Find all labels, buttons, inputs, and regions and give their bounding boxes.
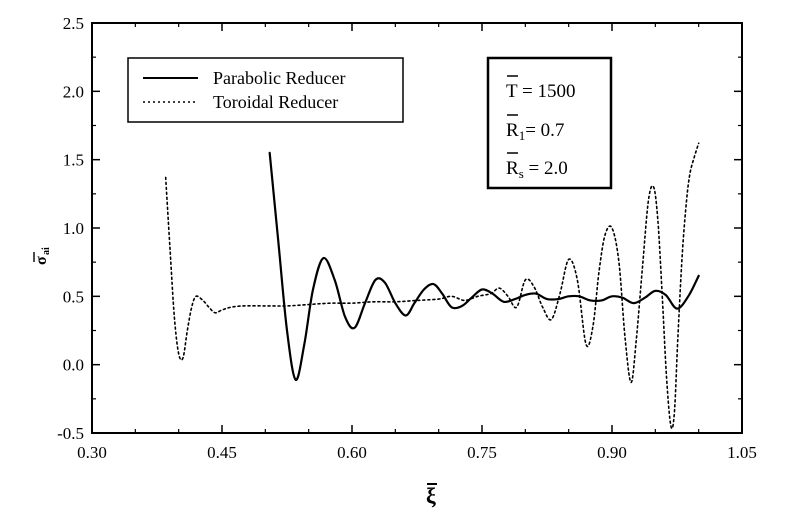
x-tick-label: 0.60 <box>337 443 367 462</box>
legend-box <box>127 57 404 123</box>
x-tick-label: 0.45 <box>207 443 237 462</box>
y-axis-label-symbol: σ <box>33 256 50 265</box>
series-line-toroidal-reducer <box>164 142 700 430</box>
x-axis-label: ξ <box>426 483 437 508</box>
param-rs: Rs = 2.0 <box>506 158 568 181</box>
parameter-box: T = 1500 R1= 0.7 Rs = 2.0 <box>486 56 613 190</box>
param-r1: R1= 0.7 <box>506 120 564 143</box>
x-tick-label: 0.30 <box>77 443 107 462</box>
x-axis-label-symbol: ξ <box>426 483 436 508</box>
y-tick-label: 2.0 <box>63 82 84 101</box>
legend-label-toroidal: Toroidal Reducer <box>213 92 338 112</box>
x-tick-label: 1.05 <box>727 443 757 462</box>
series-layer <box>164 142 700 430</box>
legend: Parabolic Reducer Toroidal Reducer <box>127 57 404 123</box>
parameter-box-frame <box>486 56 613 190</box>
x-tick-label: 0.75 <box>467 443 497 462</box>
y-axis-label-subscript: ai <box>41 247 52 255</box>
y-tick-label: 0.5 <box>63 287 84 306</box>
y-tick-label: 0.0 <box>63 356 84 375</box>
y-tick-label: 1.5 <box>63 151 84 170</box>
y-tick-label: -0.5 <box>57 424 84 443</box>
legend-label-parabolic: Parabolic Reducer <box>213 68 345 88</box>
y-tick-label: 2.5 <box>63 14 84 33</box>
y-tick-label: 1.0 <box>63 219 84 238</box>
param-t: T = 1500 <box>506 81 575 102</box>
axis-ticks: 0.30 0.45 0.60 0.75 0.90 1.05 -0.5 0.0 0.5 1.0 1.5… <box>57 14 757 462</box>
y-axis-label: σ ai <box>33 247 52 265</box>
x-tick-label: 0.90 <box>597 443 627 462</box>
series-line-parabolic-reducer <box>268 151 700 381</box>
